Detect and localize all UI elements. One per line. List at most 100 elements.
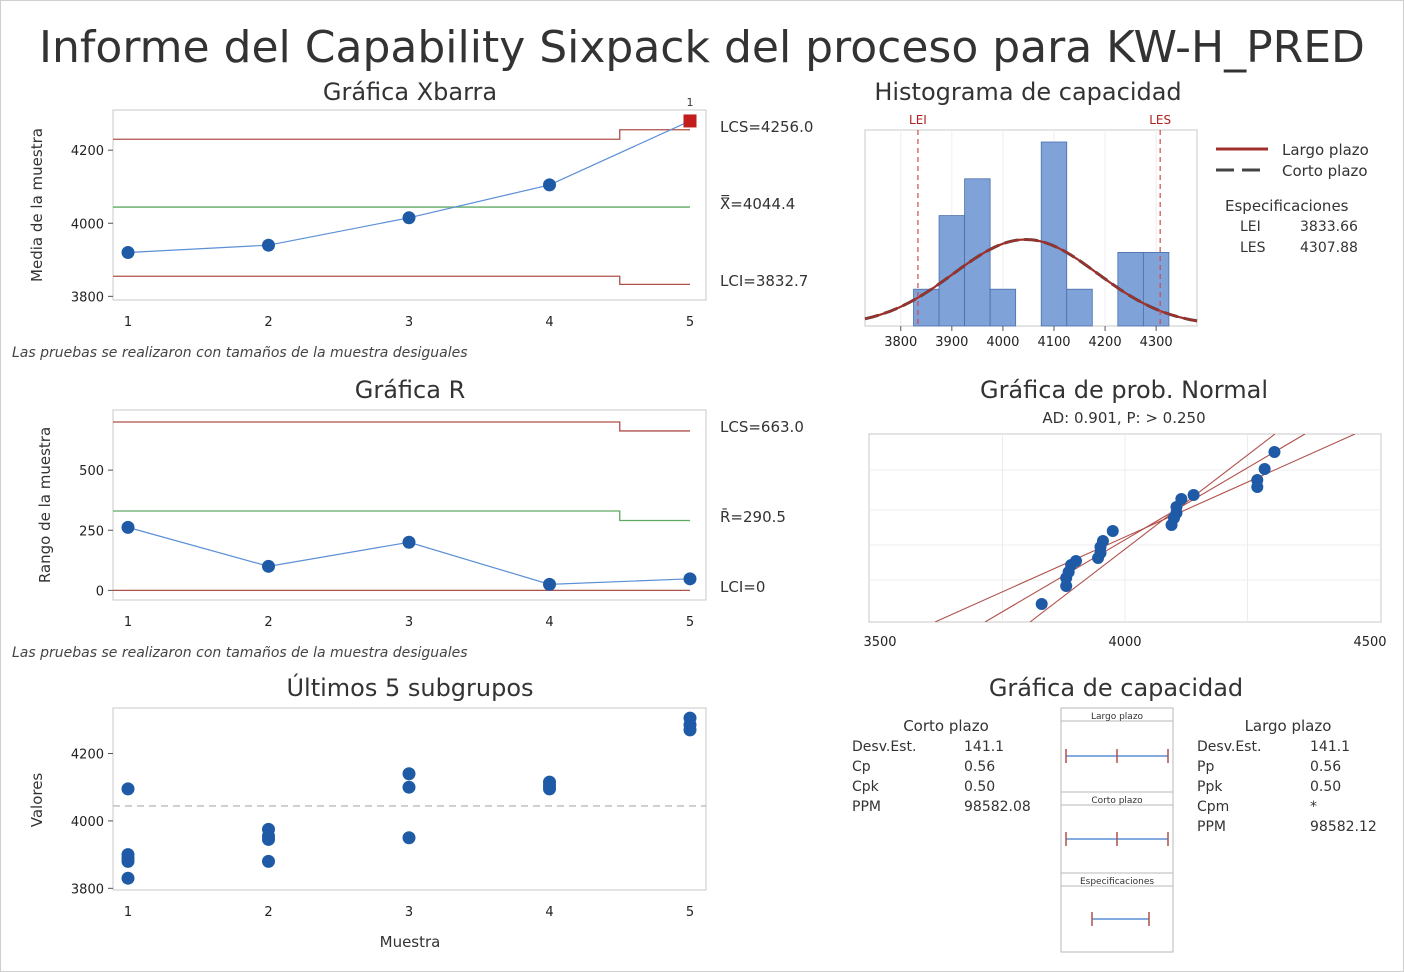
last5-xlabel: Muestra — [380, 933, 441, 951]
r-plot-area — [112, 409, 707, 601]
hist-xtick-4300: 4300 — [1140, 335, 1173, 350]
xbar-xtick-1: 1 — [124, 315, 132, 330]
xbar-ytick-4000: 4000 — [71, 217, 104, 232]
normal-upper-ci-line — [984, 434, 1306, 622]
normal-point-10 — [1096, 535, 1109, 547]
hist-bar-3975 — [989, 288, 1017, 327]
long-stat-label-3: Ppk — [1197, 779, 1223, 795]
xbar-point-2 — [262, 238, 275, 252]
r-ytick-0: 0 — [96, 584, 104, 599]
r-point-1 — [121, 520, 135, 534]
last5-point-1-5 — [121, 871, 135, 885]
xbar-xtick-5: 5 — [686, 315, 694, 330]
r-point-4 — [543, 577, 556, 591]
long-term-interval — [1065, 749, 1169, 763]
xbar-point-1 — [121, 246, 135, 259]
r-ucl-label: LCS=663.0 — [720, 418, 804, 436]
last5-ylabel: Valores — [28, 773, 46, 828]
long-stat-value-5: 98582.12 — [1310, 819, 1377, 835]
last5-point-1-1 — [121, 782, 135, 796]
last5-point-1-4 — [121, 854, 135, 868]
box-long-label: Largo plazo — [1091, 712, 1144, 722]
normal-title: Gráfica de prob. Normal — [980, 376, 1268, 404]
xbar-ylabel: Media de la muestra — [28, 128, 46, 282]
hist-xtick-3800: 3800 — [884, 335, 917, 350]
hist-bar-4275 — [1142, 251, 1170, 327]
short-stat-label-2: Cp — [852, 759, 871, 775]
normal-xtick-4000: 4000 — [1108, 635, 1141, 650]
last5-point-3-3 — [402, 831, 416, 845]
normal-point-17 — [1187, 489, 1200, 501]
spec-les-value: 4307.88 — [1300, 240, 1358, 256]
r-point-3 — [402, 535, 416, 549]
spec-interval — [1091, 912, 1150, 926]
short-stat-label-3: Cpk — [852, 779, 880, 795]
r-point-2 — [262, 559, 275, 573]
spec-title: Especificaciones — [1225, 197, 1349, 215]
xbar-lcl-line — [113, 275, 690, 286]
spec-les-label: LES — [1240, 240, 1266, 256]
normal-point-6 — [1070, 555, 1082, 567]
xbar-xtick-2: 2 — [264, 315, 272, 330]
box-spec-label: Especificaciones — [1080, 877, 1154, 887]
long-stat-value-3: 0.50 — [1310, 779, 1341, 795]
spec-lei-label: LEI — [1240, 219, 1261, 235]
xbar-note: Las pruebas se realizaron con tamaños de… — [12, 345, 468, 361]
long-stat-value-4: * — [1310, 799, 1317, 815]
last5-plot-area — [112, 707, 707, 891]
report-title: Informe del Capability Sixpack del proce… — [39, 22, 1365, 73]
xbar-xtick-3: 3 — [405, 315, 413, 330]
normal-point-11 — [1106, 525, 1119, 537]
xbar-failed-marker: 1 — [687, 96, 694, 109]
les-tag: LES — [1149, 113, 1171, 127]
normal-fit-line — [1029, 434, 1276, 622]
normal-point-19 — [1251, 474, 1264, 486]
hist-xtick-4200: 4200 — [1089, 335, 1122, 350]
r-xtick-5: 5 — [686, 615, 694, 630]
histogram-legend: Largo plazo Corto plazo Especificaciones… — [1216, 141, 1369, 256]
histogram-title: Histograma de capacidad — [874, 78, 1181, 106]
hist-xtick-4100: 4100 — [1037, 335, 1070, 350]
xbar-center-label: X̿=4044.4 — [720, 193, 795, 213]
capability-plot: Gráfica de capacidad Corto plazo Largo p… — [852, 674, 1377, 953]
short-term-interval — [1065, 832, 1169, 846]
normal-subtitle: AD: 0.901, P: > 0.250 — [1042, 409, 1205, 427]
xbar-ucl-line — [113, 129, 690, 140]
xbar-point-3 — [402, 211, 416, 225]
short-stat-value-1: 141.1 — [964, 739, 1004, 755]
r-xtick-2: 2 — [264, 615, 272, 630]
normal-point-21 — [1268, 446, 1281, 458]
long-stat-label-1: Desv.Est. — [1197, 739, 1261, 755]
long-stat-value-2: 0.56 — [1310, 759, 1341, 775]
short-stat-value-3: 0.50 — [964, 779, 995, 795]
normal-prob-chart: Gráfica de prob. Normal AD: 0.901, P: > … — [863, 376, 1386, 650]
capability-title: Gráfica de capacidad — [989, 674, 1243, 702]
xbar-point-4 — [543, 178, 556, 192]
r-center-line — [113, 510, 690, 522]
hist-bar-4075 — [1040, 141, 1068, 327]
r-ylabel: Rango de la muestra — [36, 427, 54, 583]
r-note: Las pruebas se realizaron con tamaños de… — [12, 645, 468, 661]
histogram-chart: Histograma de capacidad 3800 3900 4000 4100… — [864, 78, 1369, 350]
normal-fit-lines — [934, 434, 1356, 622]
hist-bar-4125 — [1066, 288, 1093, 327]
r-lcl-label: LCI=0 — [720, 578, 765, 596]
short-stat-value-2: 0.56 — [964, 759, 995, 775]
normal-xtick-3500: 3500 — [863, 635, 896, 650]
normal-point-16 — [1175, 493, 1188, 505]
xbar-title: Gráfica Xbarra — [323, 78, 497, 106]
short-stat-value-4: 98582.08 — [964, 799, 1031, 815]
last5-xtick-2: 2 — [264, 905, 272, 920]
xbar-point-5-out-of-control — [683, 114, 697, 128]
last5-xtick-3: 3 — [405, 905, 413, 920]
last5-title: Últimos 5 subgrupos — [286, 672, 533, 702]
r-ytick-250: 250 — [79, 524, 104, 539]
hist-curve-long-term — [864, 238, 1198, 322]
r-center-label: R̄=290.5 — [720, 507, 786, 526]
last5-point-4-3 — [543, 782, 556, 796]
r-xtick-3: 3 — [405, 615, 413, 630]
normal-xtick-4500: 4500 — [1353, 635, 1386, 650]
normal-point-20 — [1258, 463, 1271, 475]
last5-ytick-4200: 4200 — [71, 748, 104, 763]
